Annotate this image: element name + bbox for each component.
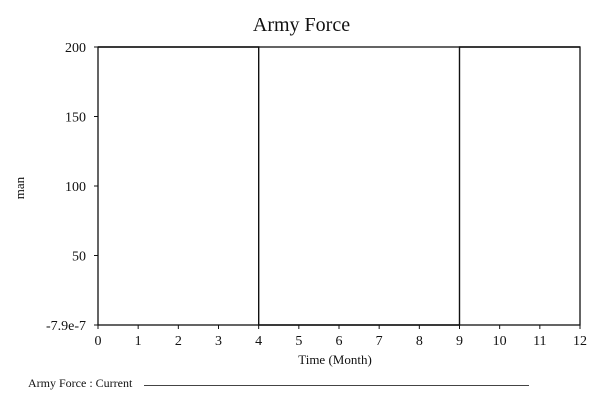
- x-tick-label: 0: [95, 334, 102, 349]
- x-tick-label: 8: [416, 334, 423, 349]
- x-tick-label: 3: [215, 334, 222, 349]
- x-tick-label: 1: [135, 334, 142, 349]
- legend: Army Force : Current: [28, 375, 530, 391]
- x-tick-label: 7: [376, 334, 383, 349]
- y-tick-label: 100: [65, 180, 86, 195]
- chart-title: Army Force: [252, 14, 351, 36]
- y-tick-label: 200: [65, 41, 86, 56]
- x-tick-label: 10: [493, 334, 507, 349]
- legend-line-swatch: [144, 384, 530, 386]
- plot-frame: [97, 46, 581, 326]
- x-tick-label: 12: [573, 334, 587, 349]
- x-tick-label: 4: [255, 334, 262, 349]
- x-tick-label: 9: [456, 334, 463, 349]
- x-tick-label: 2: [175, 334, 182, 349]
- x-tick-label: 5: [295, 334, 302, 349]
- x-tick-label: 11: [533, 334, 546, 349]
- y-tick-label: 50: [72, 250, 86, 265]
- x-tick-label: 6: [336, 334, 343, 349]
- legend-label: Army Force : Current: [28, 375, 133, 390]
- y-axis: -7.9e-7 50 100 150 200: [46, 41, 98, 334]
- x-axis-label: Time (Month): [298, 352, 372, 367]
- x-axis: 0 1 2 3 4 5 6 7 8 9 10 11 12: [95, 325, 587, 349]
- series-line-0: [98, 46, 580, 326]
- y-tick-label: 150: [65, 111, 86, 126]
- series-layer: [98, 46, 580, 326]
- y-tick-label: -7.9e-7: [46, 319, 86, 334]
